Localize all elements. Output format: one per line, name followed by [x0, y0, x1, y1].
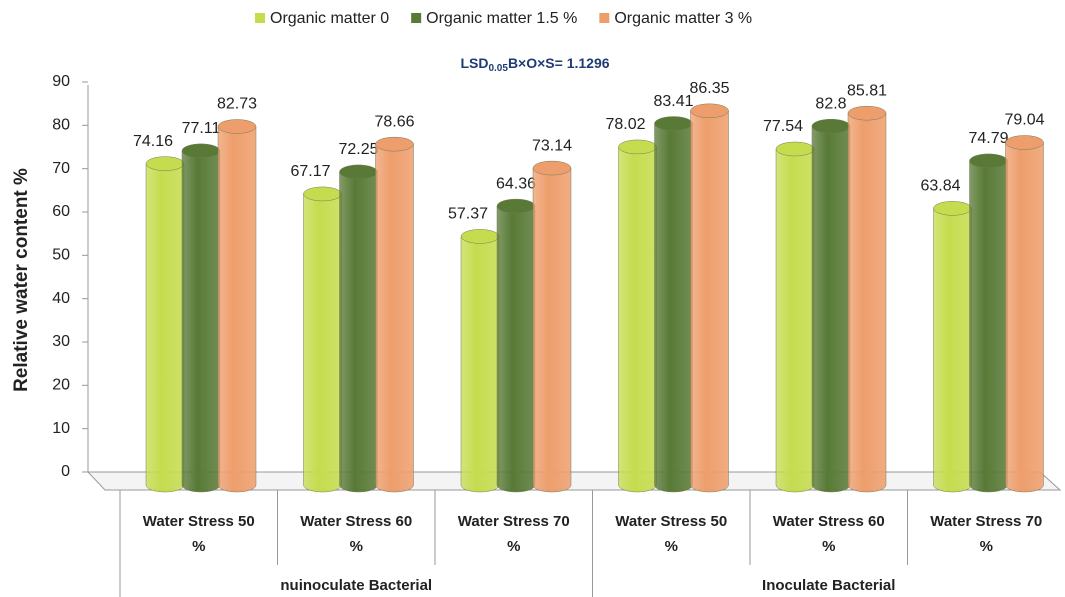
y-tick-label: 30 — [52, 333, 70, 350]
x-tick-label: Water Stress 70% — [458, 513, 570, 555]
y-tick-label: 20 — [52, 377, 70, 394]
bar — [339, 164, 378, 493]
data-label: 74.79 — [968, 130, 1008, 147]
y-tick-label: 10 — [52, 420, 70, 437]
y-tick-label: 70 — [52, 160, 70, 177]
bar — [775, 141, 815, 493]
y-tick-label: 60 — [52, 203, 70, 220]
x-tick-label: Water Stress 60% — [773, 513, 885, 555]
x-tick-label: Water Stress 60% — [300, 513, 412, 555]
bar — [847, 105, 887, 493]
data-label: 57.37 — [448, 206, 488, 223]
data-label: 77.11 — [182, 120, 221, 137]
y-tick-label: 90 — [52, 73, 70, 90]
y-tick-label: 80 — [52, 117, 70, 134]
y-tick-label: 50 — [52, 247, 70, 264]
x-tick-label: Water Stress 50% — [615, 513, 727, 555]
data-label: 83.41 — [653, 93, 693, 110]
legend-marker — [255, 13, 265, 23]
bar — [303, 186, 342, 493]
bar — [217, 119, 257, 493]
data-label: 82.73 — [217, 96, 257, 113]
data-label: 73.14 — [532, 137, 572, 154]
bar — [933, 201, 972, 493]
x-tick-label: Water Stress 50% — [143, 513, 255, 555]
bar — [145, 156, 185, 493]
data-label: 63.84 — [920, 178, 960, 195]
data-label: 79.04 — [1004, 112, 1044, 129]
group-label: nuinoculate Bacterial — [280, 577, 432, 594]
bar — [460, 229, 500, 493]
legend-label: Organic matter 3 % — [614, 10, 752, 27]
y-tick-label: 0 — [61, 463, 70, 480]
bar — [532, 160, 572, 493]
legend-label: Organic matter 0 — [270, 10, 389, 27]
bar — [375, 136, 414, 493]
data-label: 67.17 — [290, 163, 330, 180]
data-label: 85.81 — [847, 82, 887, 99]
y-tick-label: 40 — [52, 290, 70, 307]
bar — [1005, 135, 1044, 493]
x-tick-label: Water Stress 70% — [930, 513, 1042, 555]
data-label: 82.8 — [815, 95, 846, 112]
legend-marker — [599, 13, 610, 23]
bar — [496, 198, 536, 493]
bar — [969, 153, 1008, 493]
data-label: 78.02 — [605, 116, 645, 133]
bar — [690, 103, 729, 493]
y-axis-label: Relative water content % — [11, 168, 32, 392]
data-label: 74.16 — [133, 133, 173, 150]
group-label: Inoculate Bacterial — [762, 577, 895, 594]
bar — [811, 118, 851, 493]
bar — [181, 143, 221, 493]
data-label: 72.25 — [338, 141, 378, 158]
data-label: 64.36 — [496, 175, 536, 192]
data-label: 78.66 — [374, 113, 414, 130]
bar — [654, 116, 693, 493]
legend-marker — [411, 13, 422, 23]
legend-label: Organic matter 1.5 % — [426, 10, 577, 27]
data-label: 77.54 — [763, 118, 803, 135]
annotation: LSD0.05B×O×S= 1.1296 — [460, 55, 609, 74]
data-label: 86.35 — [689, 80, 729, 97]
bar — [618, 139, 657, 493]
